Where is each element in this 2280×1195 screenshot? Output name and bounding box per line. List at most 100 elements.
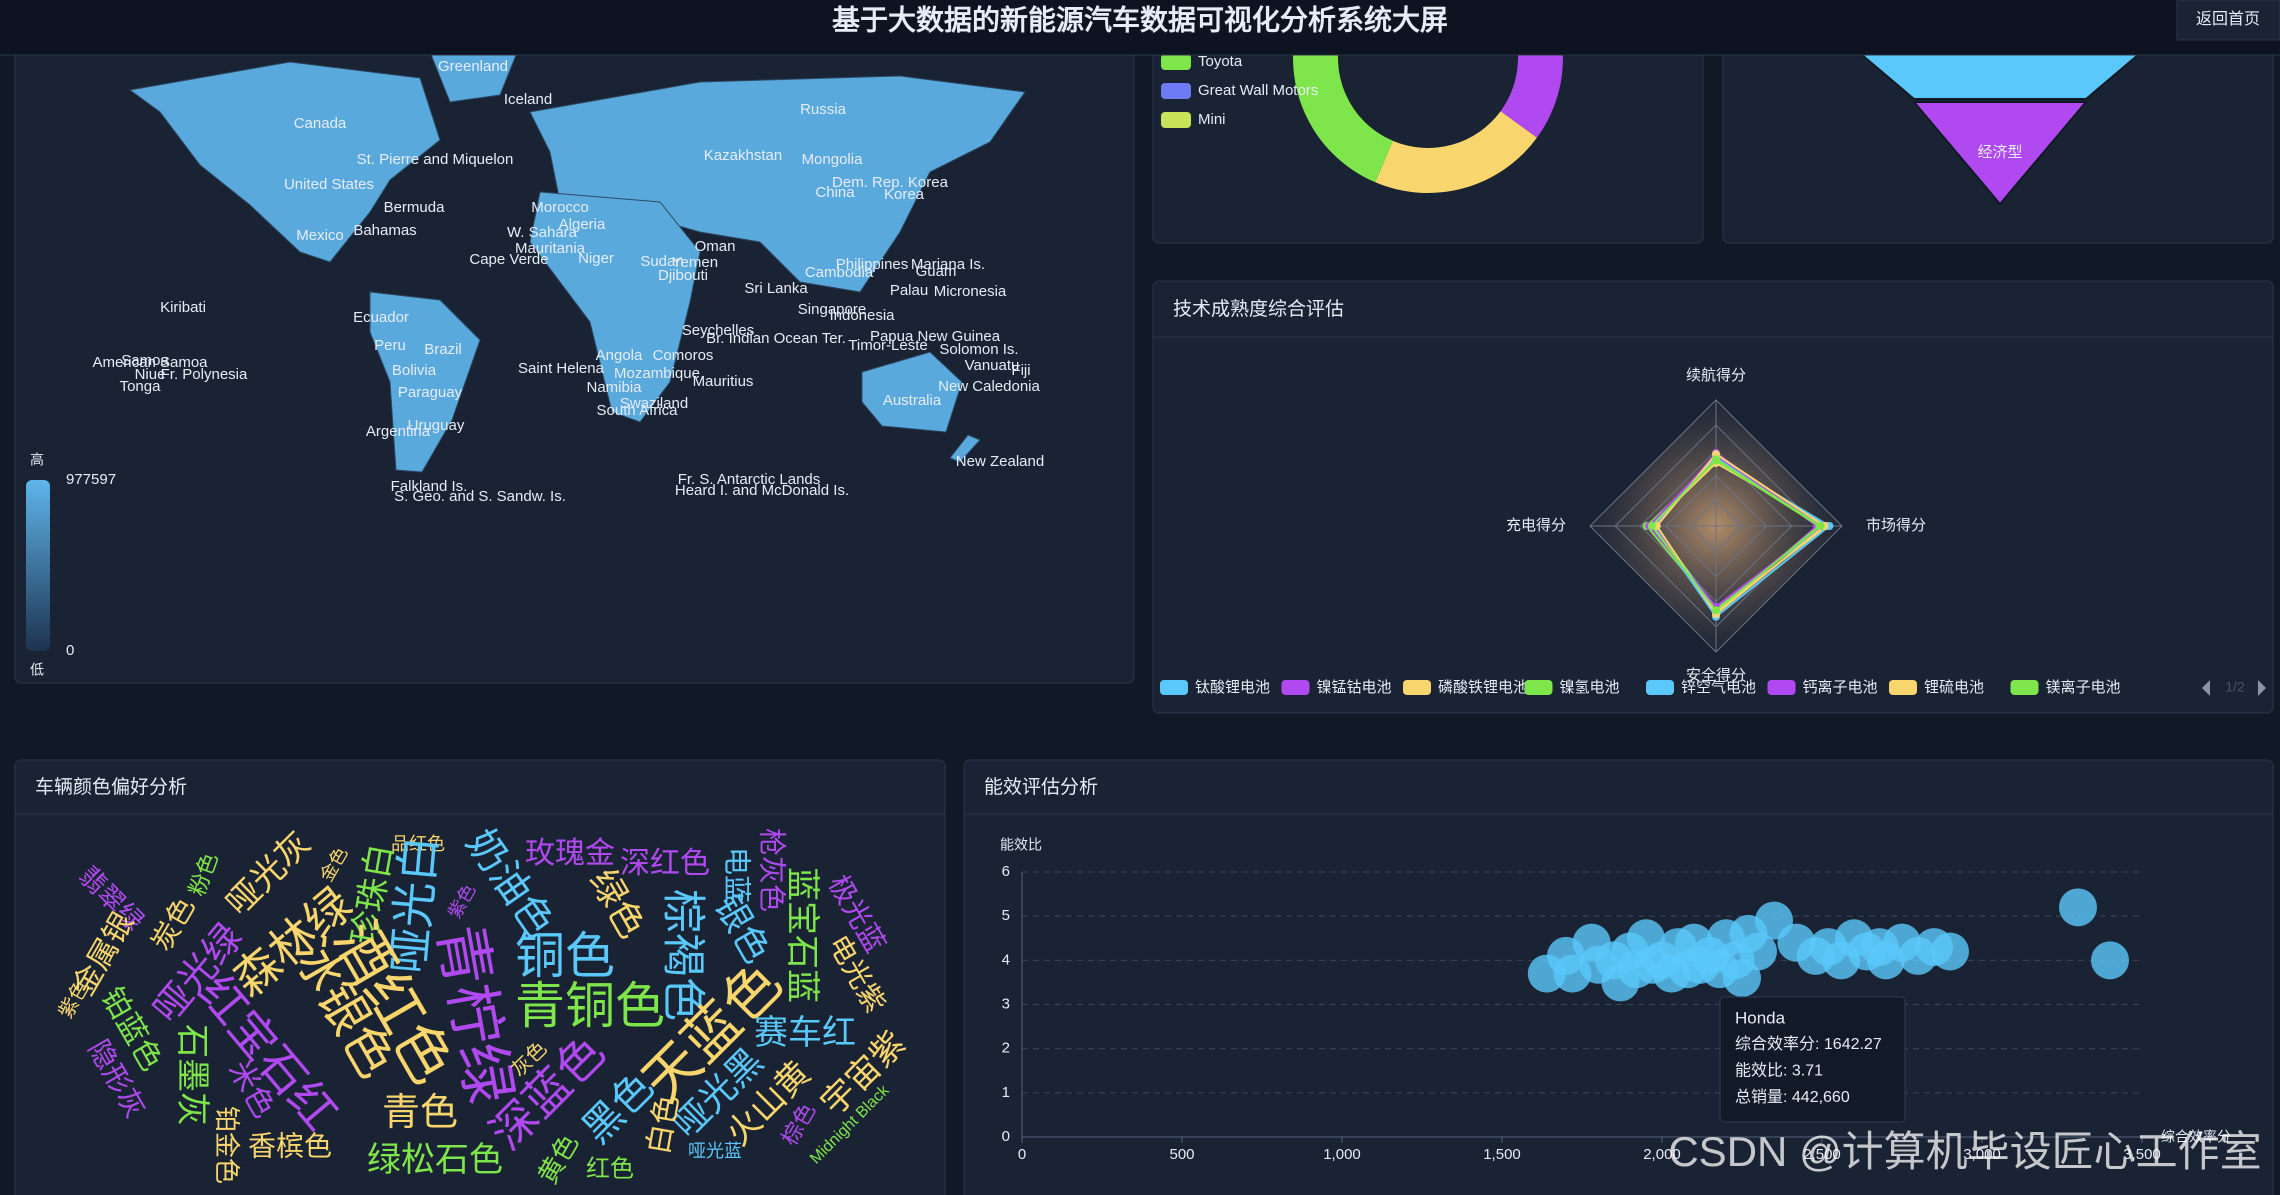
country-label: Papua New Guinea (870, 328, 1001, 345)
tooltip-line: 能效比: 3.71 (1735, 1062, 1823, 1080)
country-label: United States (284, 176, 374, 193)
country-label: Br. Indian Ocean Ter. (706, 330, 846, 347)
legend-label: 镍氢电池 (1560, 678, 1620, 696)
country-label: Kiribati (160, 299, 206, 316)
country-label: Fr. S. Antarctic Lands (678, 471, 821, 488)
country-label: S. Geo. and S. Sandw. Is. (394, 488, 566, 505)
y-tick-label: 0 (1002, 1128, 1010, 1145)
country-label: Samoa (121, 352, 169, 369)
radar-indicator: 安全得分 (1686, 666, 1746, 684)
country-label: Indonesia (829, 307, 895, 324)
legend-swatch (1524, 680, 1553, 695)
country-label: Palau (890, 282, 928, 299)
legend-swatch (1161, 54, 1191, 70)
country-label: Mariana Is. (911, 256, 985, 273)
country-label: Paraguay (398, 384, 463, 401)
tooltip-line: 综合效率分: 1642.27 (1735, 1035, 1882, 1053)
legend-label: Great Wall Motors (1198, 82, 1318, 99)
radar-point (1712, 606, 1720, 615)
radar-point (1647, 522, 1656, 530)
continent (369, 291, 481, 473)
country-label: Bahamas (353, 222, 416, 239)
visual-map-high: 高 (30, 452, 44, 468)
country-label: Guam (916, 263, 957, 280)
back-button[interactable] (2176, 0, 2280, 41)
word: 香槟色 (248, 1130, 332, 1161)
chart-layer: Greenland Canada Iceland Russia United State… (26, 0, 2266, 1189)
country-label: Greenland (438, 58, 508, 75)
panel-title: 车辆颜色偏好分析 (35, 776, 187, 798)
y-tick-label: 1 (1002, 1084, 1010, 1101)
x-tick-label: 3,000 (1963, 1146, 2001, 1163)
country-label: South Africa (597, 402, 679, 419)
legend-page: 1/2 (2225, 679, 2245, 695)
country-label: Fr. Polynesia (161, 366, 248, 383)
visual-map-low: 低 (30, 662, 44, 678)
word: 哑光白 (382, 834, 446, 976)
continent (529, 191, 701, 423)
visual-map-bar (26, 480, 50, 651)
back-button-label[interactable]: 返回首页 (2196, 10, 2260, 28)
country-label: Philippines (836, 256, 909, 273)
country-label: Vanuatu (965, 357, 1020, 374)
country-label: New Zealand (956, 453, 1044, 470)
country-label: Saint Helena (518, 360, 605, 377)
tooltip-title: Honda (1735, 1008, 1786, 1027)
y-tick-label: 5 (1002, 907, 1010, 924)
country-label: Uruguay (408, 417, 465, 434)
country-label: Korea (884, 186, 925, 203)
country-label: Iceland (504, 91, 552, 108)
country-label: Micronesia (934, 283, 1007, 300)
legend-swatch (1767, 680, 1796, 695)
country-label: Mongolia (802, 151, 864, 168)
visual-map-max: 977597 (66, 471, 116, 488)
continent (949, 434, 981, 463)
legend-label: Toyota (1198, 53, 1243, 70)
country-label: New Caledonia (938, 378, 1040, 395)
country-label: Fiji (1011, 362, 1030, 379)
legend-swatch (1646, 680, 1674, 695)
x-tick-label: 2,000 (1643, 1146, 1681, 1163)
country-label: Argentina (366, 423, 431, 440)
legend-swatch (1889, 680, 1917, 695)
country-label: Tonga (120, 378, 162, 395)
word: 枪灰色 (757, 828, 788, 912)
country-label: Brazil (424, 341, 462, 358)
country-label: Djibouti (658, 267, 708, 284)
legend-label: 锂硫电池 (1924, 679, 1984, 696)
scatter-point (2091, 941, 2129, 980)
funnel-segment (1911, 101, 2089, 206)
country-label: Mozambique (614, 365, 700, 382)
y-tick-label: 2 (1002, 1040, 1010, 1057)
country-label: Algeria (559, 216, 606, 233)
country-label: Cambodia (805, 264, 874, 281)
header: 基于大数据的新能源汽车数据可视化分析系统大屏 返回首页 (0, 0, 2280, 56)
tooltip-line: 总销量: 442,660 (1735, 1088, 1850, 1106)
legend-next (2258, 680, 2266, 696)
legend-label: 镁离子电池 (2046, 679, 2121, 696)
world-map (128, 44, 1026, 473)
scatter-point (1739, 932, 1777, 971)
country-label: Oman (695, 238, 736, 255)
legend-label: 钙离子电池 (1803, 679, 1878, 696)
country-label: Kazakhstan (704, 147, 782, 164)
y-tick-label: 4 (1002, 951, 1010, 968)
x-tick-label: 1,500 (1483, 1146, 1521, 1163)
country-label: Sudan (640, 253, 683, 270)
pie-panel (1152, 0, 1704, 244)
legend-swatch (1403, 680, 1431, 695)
word: 石墨灰 (173, 1024, 211, 1126)
country-label: Seychelles (682, 322, 755, 339)
country-label: Timor-Leste (848, 337, 927, 354)
country-label: Sri Lanka (744, 280, 808, 297)
y-tick-label: 6 (1002, 863, 1010, 880)
country-label: Namibia (586, 379, 642, 396)
country-label: Singapore (798, 301, 866, 318)
word: 品红色 (391, 834, 445, 854)
legend-prev (2202, 680, 2210, 696)
word: 哑光蓝 (688, 1141, 742, 1161)
x-axis-label: 综合效率分 (2161, 1129, 2231, 1145)
country-label: Mauritania (515, 240, 586, 257)
country-label: Niger (578, 250, 614, 267)
legend-swatch (1161, 83, 1191, 99)
